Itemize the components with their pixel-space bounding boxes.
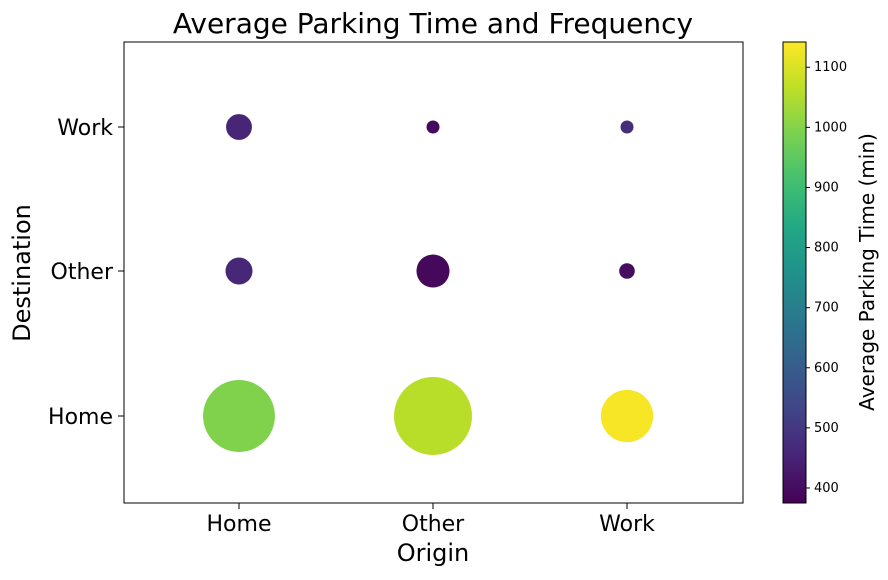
y-axis-label: Destination [8, 204, 36, 342]
bubble-layer [203, 114, 654, 455]
bubble-home-to-work [226, 114, 252, 140]
colorbar [782, 41, 807, 504]
bubble-other-to-home [394, 377, 472, 455]
colorbar-tick-label: 700 [814, 301, 839, 316]
colorbar-tick-label: 800 [814, 241, 839, 256]
bubble-work-to-other [619, 263, 635, 279]
x-tick-label: Other [402, 512, 465, 537]
x-tick-label: Home [207, 512, 272, 537]
x-axis-label: Origin [397, 539, 470, 567]
x-axis-ticks: Home Other Work [207, 503, 655, 537]
bubble-home-to-other [225, 257, 253, 285]
colorbar-tick-label: 500 [814, 421, 839, 436]
colorbar-tick-label: 400 [814, 481, 839, 496]
bubble-home-to-home [203, 380, 275, 452]
bubble-other-to-work [426, 120, 440, 134]
colorbar-tick-label: 600 [814, 361, 839, 376]
y-tick-label: Work [57, 116, 113, 141]
bubble-work-to-work [620, 120, 634, 134]
y-tick-label: Home [48, 405, 113, 430]
colorbar-tick-label: 1000 [814, 120, 847, 135]
colorbar-tick-label: 1100 [814, 60, 847, 75]
x-tick-label: Work [599, 512, 655, 537]
bubble-other-to-other [416, 254, 450, 288]
colorbar-ticks: 400 500 600 700 800 900 1000 1100 [806, 60, 847, 496]
chart-title: Average Parking Time and Frequency [173, 7, 693, 40]
y-tick-label: Other [51, 260, 114, 285]
colorbar-tick-label: 900 [814, 180, 839, 195]
y-axis-ticks: Home Other Work [48, 116, 124, 430]
bubble-work-to-home [600, 389, 654, 443]
colorbar-label: Average Parking Time (min) [855, 133, 879, 411]
